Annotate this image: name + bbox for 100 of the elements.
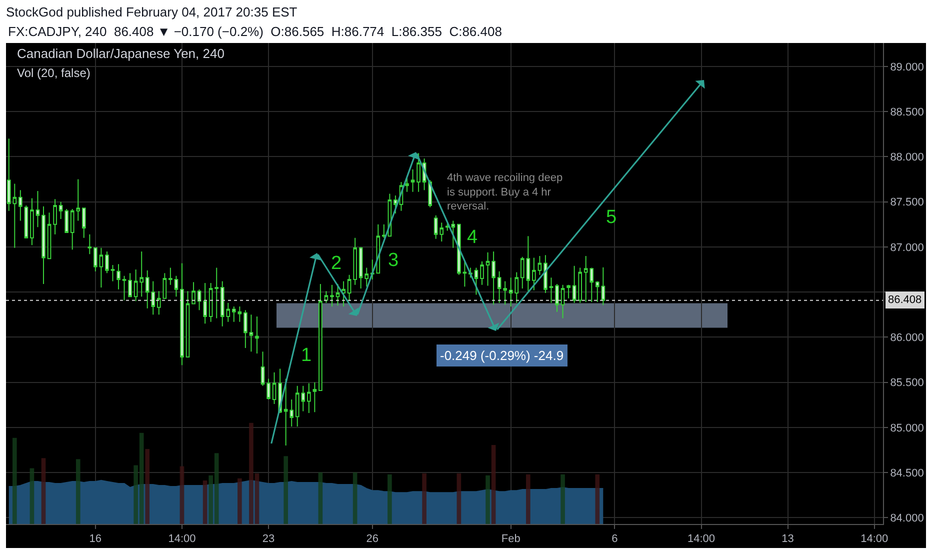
candlestick (110, 264, 115, 282)
candlestick (486, 252, 490, 286)
candlestick (24, 204, 28, 238)
candlestick (30, 198, 34, 246)
bar (456, 473, 462, 524)
candlestick (445, 222, 450, 232)
bar (491, 444, 496, 524)
y-tick-label: 86.000 (890, 332, 924, 344)
bar (180, 466, 184, 524)
x-tick-label: 16 (89, 533, 102, 546)
x-tick-label: 14:00 (687, 533, 716, 546)
bar (41, 458, 46, 524)
bar (145, 449, 150, 524)
candlestick (520, 256, 524, 289)
candlestick (260, 351, 265, 386)
annotation: Canadian Dollar/Japanese Yen, 240 (17, 46, 224, 61)
bar (318, 472, 323, 524)
candlestick (538, 255, 542, 276)
candlestick (347, 274, 352, 302)
candlestick (238, 306, 242, 322)
candlestick (180, 262, 184, 366)
annotation: 5 (606, 207, 617, 228)
candlestick (566, 284, 570, 299)
candlestick (330, 284, 334, 308)
annotation: 4th wave recoiling deep is support. Buy a 4 hr reversal. (447, 172, 563, 213)
candlestick (99, 247, 104, 288)
annotation: -0.249 (-0.29%) -24.9 (440, 348, 564, 363)
bar (202, 480, 208, 524)
candlestick (128, 272, 132, 298)
candlestick (492, 250, 496, 306)
candlestick (18, 190, 22, 222)
candlestick (64, 208, 68, 234)
candlestick (353, 237, 357, 286)
chart-subtitle: FX:CADJPY, 240 86.408 ▼ −0.170 (−0.2%) O:86.565 H:86.774 L:86.355 C:86.408 (8, 24, 502, 39)
bar (238, 478, 242, 524)
candlestick (526, 236, 530, 292)
y-tick-label: 85.500 (890, 377, 924, 390)
y-tick-label: 84.500 (890, 467, 924, 480)
candlestick (405, 176, 409, 192)
candlestick (82, 208, 86, 238)
bar (352, 472, 358, 524)
x-tick-label: 23 (262, 533, 275, 546)
candlestick (134, 269, 138, 302)
candlestick (197, 288, 202, 311)
candlestick (578, 267, 582, 304)
candlestick (36, 190, 40, 228)
candlestick (105, 250, 109, 274)
candlestick (324, 290, 328, 304)
y-tick-label: 84.000 (890, 512, 924, 525)
candlestick (480, 260, 484, 286)
candlestick (232, 306, 236, 322)
candlestick (342, 280, 346, 308)
candlestick (416, 152, 420, 192)
candlestick (208, 282, 213, 322)
candlestick (474, 267, 478, 296)
candlestick (497, 270, 502, 304)
candlestick (595, 280, 600, 302)
annotation: Vol (20, false) (17, 66, 90, 80)
candlestick (162, 272, 167, 299)
candlestick (192, 282, 196, 304)
bar (486, 475, 490, 524)
candlestick (116, 264, 120, 290)
candlestick (214, 267, 219, 319)
candlestick (382, 224, 386, 238)
candlestick (122, 275, 126, 301)
candlestick (312, 382, 317, 413)
bar (284, 456, 288, 524)
candlestick (266, 378, 270, 400)
ref-line-label: 86.408 (888, 294, 922, 306)
candlestick (88, 234, 92, 255)
candlestick (42, 206, 46, 284)
y-tick-label: 87.500 (890, 196, 924, 209)
x-tick-label: 14:00 (168, 533, 196, 546)
candlestick (462, 260, 467, 288)
candlestick (601, 266, 606, 306)
candlestick (457, 224, 461, 276)
candlestick (572, 265, 576, 304)
bar (560, 474, 565, 524)
y-tick-label: 87.000 (890, 242, 924, 254)
annotation: 3 (388, 250, 399, 271)
candlestick (244, 310, 248, 349)
bar (388, 474, 392, 524)
candlestick (560, 284, 565, 319)
annotation: 1 (301, 345, 312, 366)
candlestick (255, 316, 259, 354)
candlestick (174, 275, 178, 298)
candlestick (140, 250, 144, 298)
candlestick (318, 283, 322, 391)
bar (526, 474, 530, 524)
x-tick-label: 13 (782, 533, 794, 546)
x-tick-label: 6 (612, 533, 618, 546)
y-tick-label: 85.000 (890, 422, 924, 434)
candlestick (58, 201, 63, 220)
annotation: 2 (331, 253, 342, 274)
y-tick-label: 88.500 (890, 106, 924, 118)
candlestick (156, 290, 161, 316)
x-tick-label: Feb (501, 533, 520, 546)
candlestick (272, 372, 276, 404)
bar (76, 459, 80, 524)
candlestick (532, 257, 536, 291)
